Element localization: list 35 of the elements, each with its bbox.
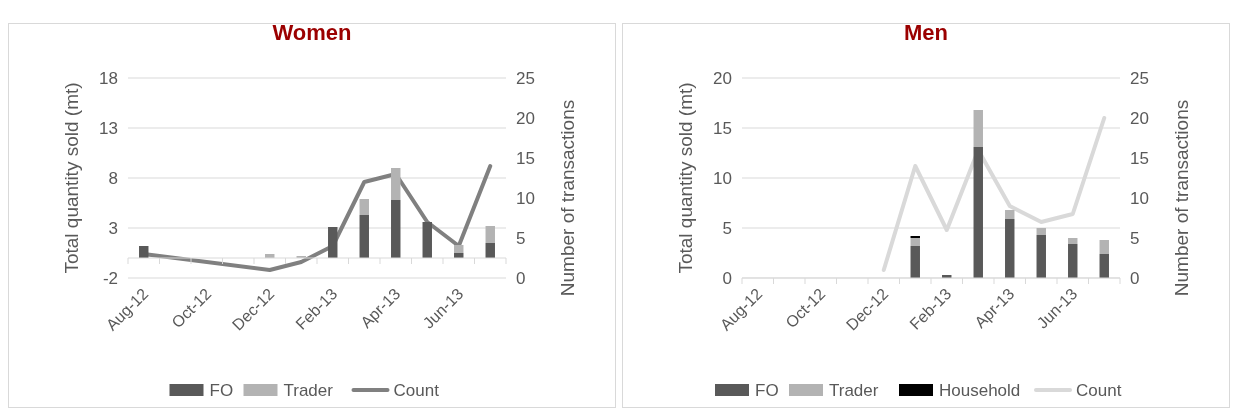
y2-tick-label: 0 — [516, 268, 526, 288]
chart-title: Men — [904, 20, 948, 45]
y2-tick-label: 25 — [1130, 68, 1149, 88]
y2-tick-label: 10 — [516, 188, 535, 208]
y2-tick-label: 5 — [516, 228, 526, 248]
y2-tick-label: 15 — [1130, 148, 1149, 168]
legend-label: Count — [1076, 380, 1122, 400]
y2-tick-label: 15 — [516, 148, 535, 168]
legend-label: Count — [393, 380, 440, 400]
y-tick-label: 13 — [99, 118, 118, 138]
y2-axis-title: Number of transactions — [1171, 99, 1192, 297]
y-axis-title: Total quantity sold (mt) — [675, 82, 696, 274]
legend-label: FO — [209, 380, 234, 400]
y-tick-label: 15 — [713, 118, 732, 138]
y-axis-title: Total quantity sold (mt) — [61, 82, 82, 274]
y2-tick-label: 25 — [516, 68, 535, 88]
y2-tick-label: 10 — [1130, 188, 1149, 208]
y2-tick-label: 20 — [516, 108, 535, 128]
y2-tick-label: 0 — [1130, 268, 1140, 288]
y2-tick-label: 20 — [1130, 108, 1149, 128]
y2-axis-title: Number of transactions — [557, 99, 578, 297]
y2-tick-label: 5 — [1130, 228, 1140, 248]
y-tick-label: 0 — [722, 268, 732, 288]
legend-label: Trader — [283, 380, 334, 400]
legend-label: Trader — [829, 380, 879, 400]
y-tick-label: 3 — [108, 218, 118, 238]
y-tick-label: -2 — [102, 268, 118, 288]
y-tick-label: 8 — [108, 168, 118, 188]
y-tick-label: 10 — [713, 168, 732, 188]
y-tick-label: 18 — [99, 68, 118, 88]
legend-label: Household — [939, 380, 1021, 400]
y-tick-label: 20 — [713, 68, 732, 88]
legend-label: FO — [755, 380, 779, 400]
chart-title: Women — [272, 20, 352, 45]
y-tick-label: 5 — [722, 218, 732, 238]
